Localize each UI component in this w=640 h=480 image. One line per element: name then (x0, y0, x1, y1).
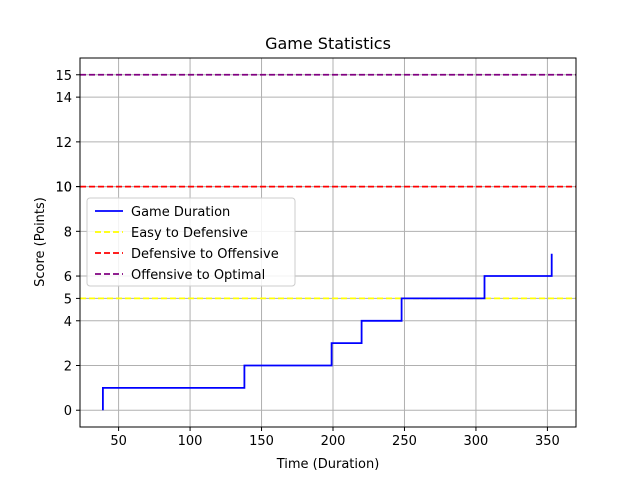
legend-label: Easy to Defensive (131, 226, 248, 241)
x-tick-label: 350 (535, 434, 560, 449)
y-tick-label: 2 (64, 360, 72, 375)
series-lines (102, 253, 553, 411)
x-axis-label: Time (Duration) (276, 457, 380, 472)
threshold-lines (80, 73, 576, 300)
y-tick-label: 12 (55, 136, 72, 151)
y-tick-label: 8 (64, 225, 72, 240)
legend: Game Duration Easy to Defensive Defensive … (86, 197, 296, 287)
y-tick-label: 14 (55, 91, 72, 106)
y-tick-label: 10 (55, 181, 72, 196)
y-tick-label: 0 (64, 404, 72, 419)
legend-box (86, 197, 296, 287)
y-tick-label: 4 (64, 315, 72, 330)
legend-label: Offensive to Optimal (131, 268, 265, 283)
chart-title: Game Statistics (265, 34, 391, 53)
y-tick-label: 6 (64, 270, 72, 285)
series-line-game-duration (102, 253, 553, 411)
y-axis-label: Score (Points) (33, 197, 48, 287)
y-tick-label: 15 (55, 69, 72, 84)
plot-frame (79, 57, 577, 428)
legend-label: Defensive to Offensive (131, 247, 279, 262)
y-tick-label: 5 (64, 292, 72, 307)
x-tick-label: 300 (464, 434, 489, 449)
y-tick-label: 10 (55, 181, 72, 196)
x-tick-label: 200 (321, 434, 346, 449)
x-tick-label: 50 (110, 434, 127, 449)
x-tick-label: 150 (249, 434, 274, 449)
legend-label: Game Duration (131, 205, 230, 220)
x-tick-label: 250 (392, 434, 417, 449)
x-tick-label: 100 (178, 434, 203, 449)
